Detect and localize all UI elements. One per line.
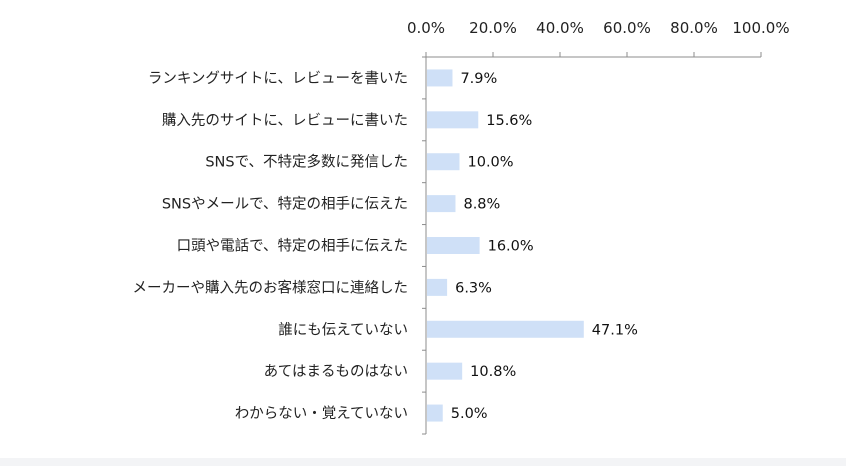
category-label: メーカーや購入先のお客様窓口に連絡した <box>133 278 409 296</box>
value-label: 47.1% <box>592 322 638 338</box>
category-label: SNSで、不特定多数に発信した <box>205 154 408 171</box>
category-label: ランキングサイトに、レビューを書いた <box>148 70 408 87</box>
value-label: 10.0% <box>468 155 514 171</box>
value-label: 6.3% <box>455 280 492 296</box>
bar <box>427 278 448 296</box>
bar <box>427 404 443 422</box>
category-label: 購入先のサイトに、レビューに書いた <box>162 112 408 129</box>
bar <box>427 237 480 254</box>
page-bottom-strip <box>0 458 846 466</box>
bar <box>427 195 456 213</box>
category-label: 誰にも伝えていない <box>278 321 408 338</box>
x-tick-label: 100.0% <box>732 19 789 37</box>
value-label: 7.9% <box>460 71 497 87</box>
bar <box>427 153 460 171</box>
bar <box>427 111 479 129</box>
x-tick-label: 80.0% <box>670 19 718 37</box>
value-label: 16.0% <box>488 239 534 255</box>
value-label: 15.6% <box>486 113 532 129</box>
category-label: SNSやメールで、特定の相手に伝えた <box>162 196 408 213</box>
x-tick-label: 20.0% <box>469 19 517 37</box>
bar <box>427 69 453 87</box>
category-label: 口頭や電話で、特定の相手に伝えた <box>177 238 408 255</box>
bar <box>427 362 463 380</box>
value-label: 5.0% <box>451 406 488 422</box>
x-tick-label: 60.0% <box>603 19 651 37</box>
category-label: あてはまるものはない <box>264 363 408 380</box>
value-label: 10.8% <box>470 364 516 380</box>
x-tick-label: 40.0% <box>536 19 584 37</box>
x-tick-label: 0.0% <box>407 19 445 37</box>
value-label: 8.8% <box>463 197 500 213</box>
category-label: わからない・覚えていない <box>235 405 408 422</box>
bar <box>427 320 584 338</box>
